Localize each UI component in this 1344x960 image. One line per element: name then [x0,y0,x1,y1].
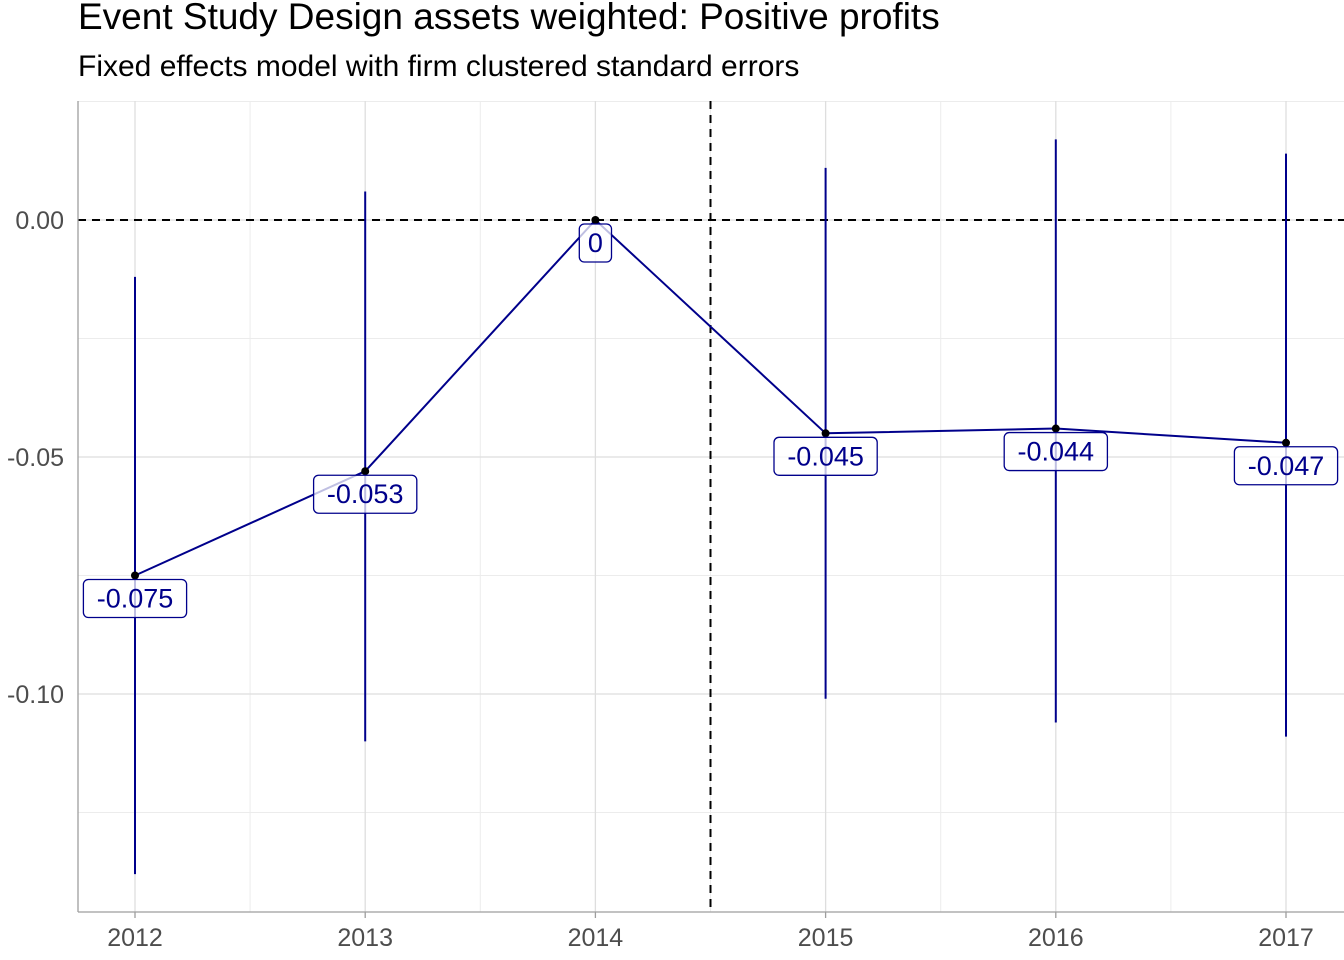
data-label-box [82,578,188,619]
data-point [821,429,830,438]
data-label-group: -0.044 [1003,431,1109,472]
data-point [1051,424,1060,433]
data-label: -0.045 [787,441,864,471]
y-tick-label: 0.00 [15,207,64,235]
reference-lines [78,101,1344,912]
data-label-box [1233,446,1339,486]
data-label-group: -0.075 [82,578,188,619]
data-label-group: -0.045 [773,436,878,476]
data-point [361,467,370,476]
data-point [131,571,139,580]
data-label: 0 [588,228,603,258]
data-label: -0.044 [1018,437,1095,467]
data-label: -0.047 [1248,451,1325,481]
x-tick-label: 2016 [1028,924,1084,952]
data-labels: -0.075 -0.053 0 -0.045 -0.044 -0.047 [82,223,1339,619]
data-label-box [578,223,613,263]
data-label: -0.053 [327,479,404,509]
minor-gridlines [78,101,1344,912]
chart-title: Event Study Design assets weighted: Posi… [78,0,940,37]
data-label-box [773,436,878,476]
chart-subtitle: Fixed effects model with firm clustered … [78,50,800,83]
data-point [1282,438,1290,447]
data-label: -0.075 [97,584,174,614]
x-tick-label: 2013 [337,924,393,952]
x-tick-label: 2014 [568,924,624,952]
data-label-box [1003,431,1109,472]
data-point [591,216,600,224]
data-points [131,216,1290,580]
data-label-group: -0.053 [312,474,418,514]
x-tick-label: 2012 [107,924,163,952]
tick-labels: 2012 2013 2014 2015 2016 2017 0.00 -0.05 -0.10 [7,207,1314,952]
y-tick-label: -0.05 [7,444,64,472]
x-tick-label: 2015 [798,924,854,952]
x-tick-label: 2017 [1258,924,1314,952]
axes [77,101,1344,918]
data-label-group: -0.047 [1233,446,1339,486]
y-tick-label: -0.10 [7,681,64,709]
data-label-box [312,474,418,514]
data-label-group: 0 [578,223,613,263]
